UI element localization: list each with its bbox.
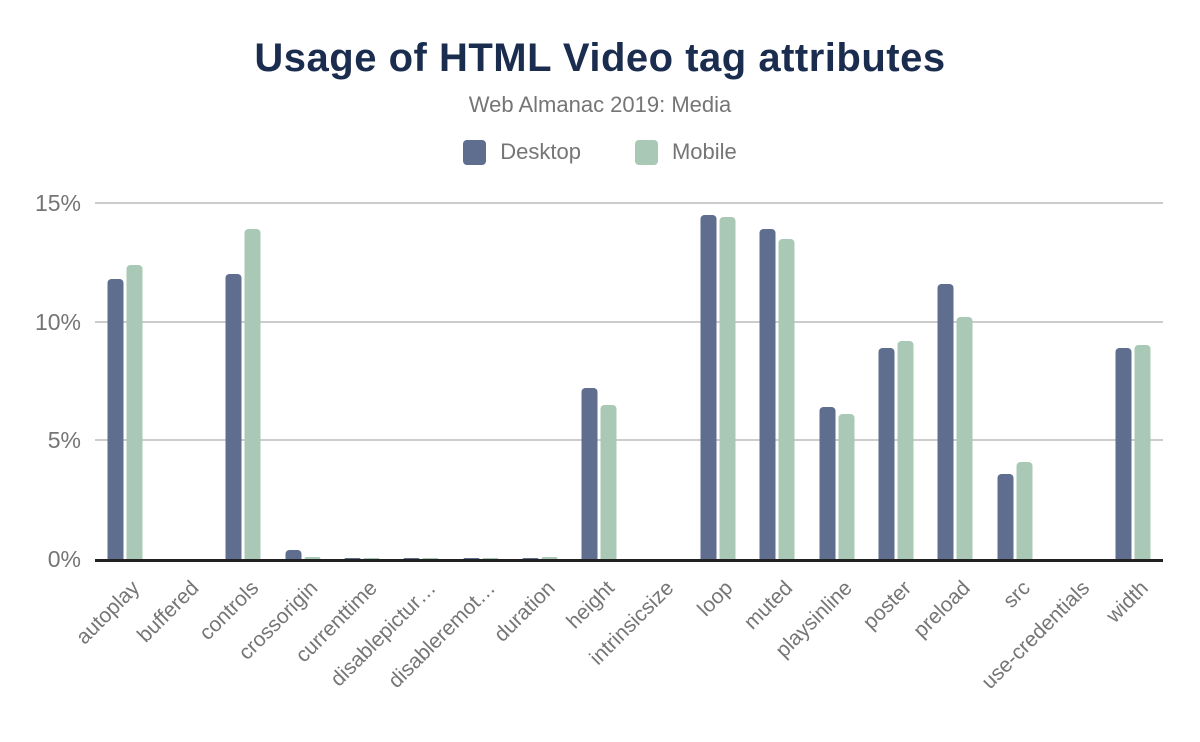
bar-mobile-disableremot bbox=[482, 558, 499, 559]
bar-pair bbox=[878, 341, 914, 559]
chart-subtitle: Web Almanac 2019: Media bbox=[468, 92, 732, 117]
bar-group-muted: muted bbox=[740, 206, 807, 634]
bar-mobile-poster bbox=[897, 341, 914, 559]
bar-desktop-autoplay bbox=[107, 279, 124, 559]
y-axis-label-5%: 5% bbox=[47, 427, 81, 454]
bar-mobile-loop bbox=[719, 217, 736, 559]
bar-group-duration: duration bbox=[490, 206, 569, 646]
bar-pair bbox=[937, 284, 973, 559]
gridline-10% bbox=[95, 320, 1163, 323]
x-axis-label-poster: poster bbox=[858, 576, 916, 635]
bar-pair bbox=[700, 215, 736, 559]
x-axis-label-loop: loop bbox=[693, 576, 738, 621]
x-axis-label-autoplay: autoplay bbox=[72, 576, 145, 649]
bar-pair bbox=[285, 550, 321, 559]
bar-group-use-credentials: use-credentials bbox=[977, 206, 1103, 694]
bar-group-src: src bbox=[985, 206, 1044, 613]
legend-item-mobile: Mobile bbox=[634, 139, 737, 165]
gridline-5% bbox=[95, 439, 1163, 442]
legend-label-desktop: Desktop bbox=[500, 139, 581, 164]
y-axis-label-10%: 10% bbox=[34, 308, 81, 335]
legend-swatch-desktop bbox=[463, 139, 487, 165]
bar-pair bbox=[107, 265, 143, 559]
bar-mobile-autoplay bbox=[126, 265, 143, 559]
bar-pair bbox=[522, 557, 558, 559]
legend-swatch-mobile bbox=[634, 139, 658, 165]
gridline-15% bbox=[95, 202, 1163, 204]
legend: Desktop Mobile bbox=[0, 139, 1200, 165]
bar-pair bbox=[581, 388, 617, 559]
x-axis-label-duration: duration bbox=[489, 576, 560, 647]
bar-group-preload: preload bbox=[909, 206, 985, 642]
bar-mobile-src bbox=[1016, 462, 1033, 559]
bar-desktop-muted bbox=[759, 229, 776, 559]
chart-title: Usage of HTML Video tag attributes bbox=[254, 36, 946, 80]
bar-mobile-width bbox=[1134, 345, 1151, 559]
y-axis-label-0%: 0% bbox=[47, 546, 81, 572]
legend-label-mobile: Mobile bbox=[671, 139, 737, 164]
bar-group-intrinsicsize: intrinsicsize bbox=[585, 206, 688, 670]
legend-item-desktop: Desktop bbox=[463, 139, 581, 165]
x-axis-label-use-credentials: use-credentials bbox=[976, 576, 1094, 694]
bar-pair bbox=[225, 229, 261, 559]
bar-desktop-controls bbox=[225, 274, 242, 559]
bar-groups: autoplay buffered controls crossorigin curre… bbox=[72, 206, 1163, 694]
bar-group-width: width bbox=[1102, 206, 1163, 627]
bar-desktop-poster bbox=[878, 348, 895, 559]
bar-desktop-disablepictur bbox=[403, 558, 420, 559]
bar-group-disableremot: disableremot… bbox=[384, 206, 510, 693]
y-axis-label-15%: 15% bbox=[34, 190, 81, 216]
bar-group-height: height bbox=[562, 206, 629, 633]
bar-mobile-controls bbox=[244, 229, 261, 559]
bar-mobile-crossorigin bbox=[304, 557, 321, 559]
bar-pair bbox=[403, 558, 439, 559]
bar-group-buffered: buffered bbox=[133, 206, 213, 647]
x-axis-label-width: width bbox=[1102, 576, 1154, 628]
x-axis-label-src: src bbox=[998, 576, 1035, 613]
bar-desktop-preload bbox=[937, 284, 954, 559]
x-axis-label-disableremot: disableremot… bbox=[384, 576, 501, 693]
bar-pair bbox=[997, 462, 1033, 559]
bar-desktop-loop bbox=[700, 215, 717, 559]
bar-group-autoplay: autoplay bbox=[72, 206, 154, 649]
x-axis-label-height: height bbox=[562, 576, 620, 634]
bar-mobile-disablepictur bbox=[422, 558, 439, 559]
x-axis-label-preload: preload bbox=[909, 576, 976, 643]
bar-pair bbox=[344, 558, 380, 559]
x-axis-label-muted: muted bbox=[739, 576, 798, 635]
bar-desktop-duration bbox=[522, 558, 539, 559]
bar-group-crossorigin: crossorigin bbox=[234, 206, 332, 665]
bar-desktop-crossorigin bbox=[285, 550, 302, 559]
bar-pair bbox=[759, 229, 795, 559]
bar-desktop-currenttime bbox=[344, 558, 361, 559]
bar-desktop-width bbox=[1115, 348, 1132, 559]
bar-desktop-playsinline bbox=[819, 407, 836, 559]
bar-group-currenttime: currenttime bbox=[291, 206, 391, 667]
bar-group-playsinline: playsinline bbox=[771, 206, 866, 662]
bar-mobile-playsinline bbox=[838, 414, 855, 559]
bar-desktop-disableremot bbox=[463, 558, 480, 559]
bar-mobile-duration bbox=[541, 557, 558, 559]
bar-desktop-height bbox=[581, 388, 598, 559]
x-axis-label-buffered: buffered bbox=[133, 576, 204, 648]
bar-group-disablepictur: disablepictur… bbox=[327, 206, 451, 691]
bar-pair bbox=[463, 558, 499, 559]
bar-group-loop: loop bbox=[688, 206, 747, 621]
bar-mobile-currenttime bbox=[363, 558, 380, 559]
bar-chart-plot-area: autoplay buffered controls crossorigin curre… bbox=[35, 192, 1163, 694]
bar-mobile-muted bbox=[778, 239, 795, 559]
bar-pair bbox=[1115, 345, 1151, 559]
bar-desktop-src bbox=[997, 474, 1014, 559]
bar-pair bbox=[819, 407, 855, 559]
bar-mobile-height bbox=[600, 405, 617, 559]
bar-group-poster: poster bbox=[858, 206, 925, 634]
bar-mobile-preload bbox=[956, 317, 973, 559]
bar-group-controls: controls bbox=[195, 206, 273, 645]
